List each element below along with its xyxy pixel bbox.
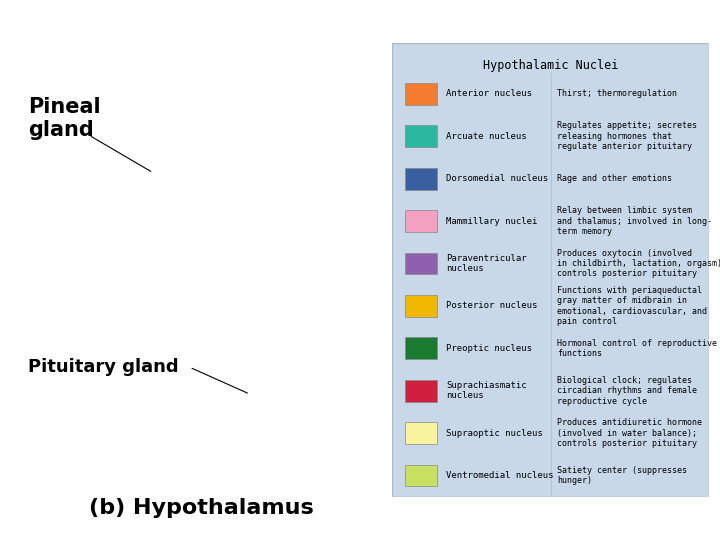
Text: Posterior nucleus: Posterior nucleus [446, 301, 538, 310]
Text: Rage and other emotions: Rage and other emotions [557, 174, 672, 183]
FancyBboxPatch shape [405, 295, 437, 317]
Text: Supraoptic nucleus: Supraoptic nucleus [446, 429, 543, 438]
Text: Thirst; thermoregulation: Thirst; thermoregulation [557, 90, 677, 98]
FancyBboxPatch shape [405, 210, 437, 232]
Text: (b) Hypothalamus: (b) Hypothalamus [89, 497, 314, 518]
Text: Paraventricular
nucleus: Paraventricular nucleus [446, 254, 527, 273]
Text: Produces oxytocin (involved
in childbirth, lactation, orgasm);
controls posterio: Produces oxytocin (involved in childbirt… [557, 248, 720, 279]
Text: Relay between limbic system
and thalamus; involved in long-
term memory: Relay between limbic system and thalamus… [557, 206, 712, 236]
FancyBboxPatch shape [405, 83, 437, 105]
Text: Ventromedial nucleus: Ventromedial nucleus [446, 471, 554, 480]
FancyBboxPatch shape [405, 380, 437, 402]
FancyBboxPatch shape [405, 125, 437, 147]
Text: Pituitary gland: Pituitary gland [28, 358, 179, 376]
Text: Preoptic nucleus: Preoptic nucleus [446, 344, 532, 353]
Text: Mammillary nuclei: Mammillary nuclei [446, 217, 538, 226]
FancyBboxPatch shape [405, 338, 437, 359]
Text: Arcuate nucleus: Arcuate nucleus [446, 132, 527, 141]
FancyBboxPatch shape [405, 168, 437, 190]
Text: Produces antidiuretic hormone
(involved in water balance);
controls posterior pi: Produces antidiuretic hormone (involved … [557, 418, 702, 448]
FancyBboxPatch shape [405, 465, 437, 487]
Text: Anterior nucleus: Anterior nucleus [446, 90, 532, 98]
Text: Biological clock; regulates
circadian rhythms and female
reproductive cycle: Biological clock; regulates circadian rh… [557, 376, 697, 406]
Text: Dorsomedial nucleus: Dorsomedial nucleus [446, 174, 549, 183]
Text: Functions with periaqueductal
gray matter of midbrain in
emotional, cardiovascul: Functions with periaqueductal gray matte… [557, 286, 707, 326]
FancyBboxPatch shape [405, 422, 437, 444]
Text: Suprachiasmatic
nucleus: Suprachiasmatic nucleus [446, 381, 527, 401]
Text: Hormonal control of reproductive
functions: Hormonal control of reproductive functio… [557, 339, 717, 358]
Text: Satiety center (suppresses
hunger): Satiety center (suppresses hunger) [557, 466, 687, 485]
Text: Regulates appetite; secretes
releasing hormones that
regulate anterior pituitary: Regulates appetite; secretes releasing h… [557, 122, 697, 151]
Text: Pineal
gland: Pineal gland [28, 97, 101, 140]
FancyBboxPatch shape [392, 43, 709, 497]
Text: Hypothalamic Nuclei: Hypothalamic Nuclei [483, 59, 618, 72]
FancyBboxPatch shape [405, 253, 437, 274]
